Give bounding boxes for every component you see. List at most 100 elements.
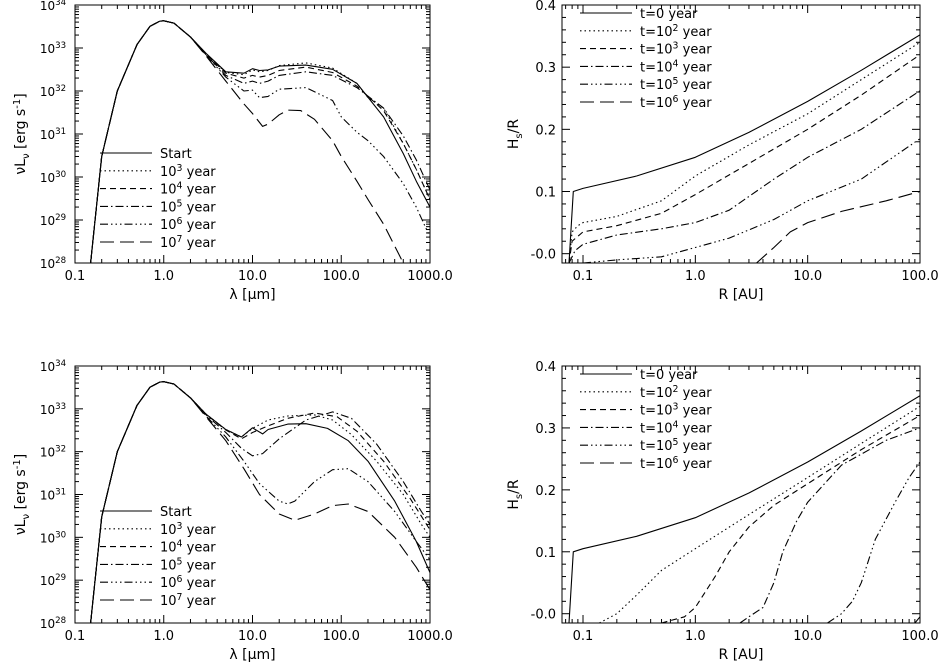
x-tick-label: 10.0 [793,269,822,284]
series-line-4 [90,20,430,263]
y-tick-label: 1028 [40,616,66,631]
y-axis-label: νLν [erg s-1] [12,93,32,174]
y-tick-label: 1033 [40,41,66,56]
legend-label-0: Start [160,147,192,162]
plot-frame [561,365,921,624]
legend-label-2: t=103 year [640,41,712,58]
x-tick-label: 1.0 [685,629,706,644]
y-axis-label: Hs/R [506,479,525,509]
series-lines [568,395,920,623]
y-tick-label: 1030 [40,530,66,545]
x-tick-label: 0.1 [573,269,594,284]
legend-label-1: t=102 year [640,384,712,401]
x-tick-label: 100.0 [323,629,360,644]
x-tick-label: 0.1 [65,629,86,644]
legend-label-5: t=106 year [640,94,712,111]
series-line-3 [568,90,920,263]
series-line-4 [90,381,430,623]
x-axis-label: R [AU] [719,647,764,663]
x-tick-label: 1000.0 [407,269,453,284]
plot-frame [74,365,431,624]
y-tick-label: 0.2 [535,123,556,138]
series-lines [90,20,430,263]
x-tick-label: 1.0 [153,269,174,284]
y-tick-label: 1029 [40,213,66,228]
legend-label-4: 106 year [160,574,216,591]
legend-label-3: 105 year [160,198,216,215]
series-line-1 [568,41,920,263]
series-line-5 [90,20,404,263]
x-tick-label: 100.0 [901,629,938,644]
legend-label-3: t=104 year [640,58,712,75]
x-tick-label: 0.1 [573,629,594,644]
series-line-2 [90,381,430,623]
series-line-3 [739,427,920,623]
x-tick-label: 1.0 [153,629,174,644]
scale-height-panel-top: 0.1 1.0 10.0 100.0 -0.0 0.1 0.2 0.3 0.4 R [AU] Hs/… [506,0,939,303]
series-line-5 [914,616,920,623]
series-line-0 [90,381,430,623]
x-tick-label: 1.0 [685,269,706,284]
series-line-4 [827,461,920,623]
x-tick-label: 0.1 [65,269,86,284]
x-tick-label: 100.0 [901,269,938,284]
legend-label-5: 107 year [160,592,216,609]
legend-label-1: 103 year [160,163,216,180]
legend-label-2: 104 year [160,181,216,198]
y-tick-label: 1033 [40,402,66,417]
series-line-2 [90,20,430,263]
legend-label-3: t=104 year [640,419,712,436]
legend-label-2: 104 year [160,539,216,556]
plot-frame [561,4,921,264]
legend-label-0: t=0 year [640,7,698,22]
y-axis-label: νLν [erg s-1] [12,454,32,535]
series-line-0 [568,395,920,623]
y-axis-label: Hs/R [506,119,525,149]
x-axis-label: λ [μm] [229,287,275,303]
tick-marks [562,4,921,263]
y-tick-label: 1029 [40,573,66,588]
legend-label-0: Start [160,505,192,520]
y-tick-label: 1032 [40,84,66,99]
series-line-2 [568,54,920,263]
legend-label-5: 107 year [160,234,216,251]
x-tick-label: 10.0 [238,629,267,644]
scale-height-panel-bottom: 0.1 1.0 10.0 100.0 -0.0 0.1 0.2 0.3 0.4 R [AU] Hs/… [506,360,939,663]
series-line-0 [90,20,430,263]
series-lines [90,381,430,623]
y-tick-label: 0.3 [535,422,556,437]
y-tick-label: 1031 [40,127,66,142]
y-tick-label: 0.3 [535,61,556,76]
legend-label-1: 103 year [160,521,216,538]
y-tick-label: 1030 [40,170,66,185]
tick-marks [74,365,431,624]
series-line-1 [599,405,920,623]
series-line-3 [90,20,430,263]
y-tick-label: -0.0 [531,248,556,263]
series-lines [568,34,920,263]
legend-label-5: t=106 year [640,455,712,472]
tick-marks [74,4,431,264]
y-tick-label: 0.4 [535,0,556,14]
x-tick-label: 1000.0 [407,629,453,644]
sed-panel-top: 0.1 1.0 10.0 100.0 1000.0 1028 1029 1030 1031 103… [12,0,453,303]
series-line-1 [90,381,430,623]
y-tick-label: 1032 [40,445,66,460]
series-line-5 [756,190,920,263]
legend-label-4: 106 year [160,216,216,233]
legend-label-4: t=105 year [640,76,712,93]
series-line-1 [90,20,430,263]
sed-panel-bottom: 0.1 1.0 10.0 100.0 1000.0 1028 1029 1030 1031 103… [12,359,453,663]
y-tick-label: 0.1 [535,186,556,201]
series-line-5 [90,381,430,623]
x-tick-label: 10.0 [238,269,267,284]
y-tick-label: 1028 [40,256,66,271]
legend-label-0: t=0 year [640,368,698,383]
legend-label-4: t=105 year [640,437,712,454]
legend-label-2: t=103 year [640,402,712,419]
